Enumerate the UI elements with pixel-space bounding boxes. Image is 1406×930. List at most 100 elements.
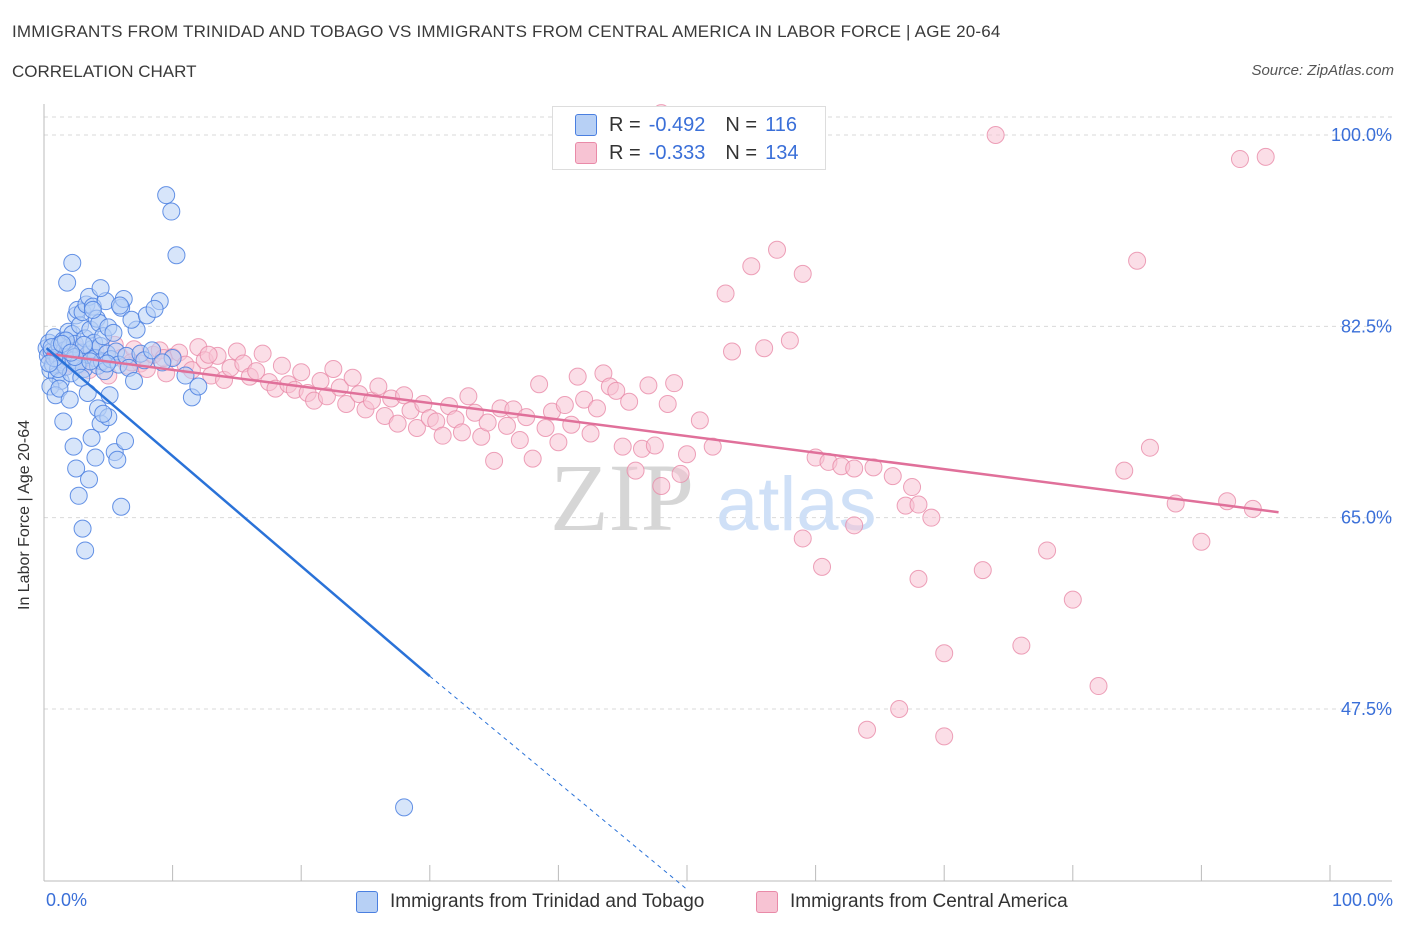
series-central-america [41,104,1275,746]
y-axis-label: In Labor Force | Age 20-64 [16,419,33,610]
data-point-central-america [1230,150,1249,169]
data-point-central-america [536,419,555,438]
data-point-central-america [671,464,690,483]
bottom-legend-swatch-pink [756,891,778,913]
legend-r-value: -0.333 [648,141,706,164]
data-point-central-america [510,431,529,450]
series-trinidad-tobago [37,186,414,817]
data-point-central-america [690,411,709,430]
data-point-central-america [1192,532,1211,551]
data-point-trinidad-tobago [80,470,99,489]
data-point-central-america [1063,590,1082,609]
data-point-trinidad-tobago [110,296,129,315]
legend-r-value: -0.492 [648,113,706,136]
legend-r-label: R = [609,141,641,164]
data-point-central-america [845,459,864,478]
y-tick-label: 65.0% [1341,508,1392,528]
data-point-trinidad-tobago [104,323,123,342]
data-point-central-america [587,399,606,418]
data-point-trinidad-tobago [98,354,117,373]
x-tick-label-max: 100.0% [1331,890,1393,910]
data-point-central-america [922,508,941,527]
data-point-central-america [575,390,594,409]
data-point-trinidad-tobago [50,379,69,398]
legend-row-central-america: R = -0.333 N = 134 [575,141,798,165]
data-point-central-america [343,368,362,387]
data-point-central-america [639,376,658,395]
data-point-central-america [1140,438,1159,457]
data-point-central-america [883,467,902,486]
data-point-central-america [909,569,928,588]
data-point-central-america [768,240,787,259]
data-point-central-america [620,392,639,411]
data-point-central-america [973,561,992,580]
x-ticks [172,865,1331,881]
data-point-central-america [716,284,735,303]
data-point-trinidad-tobago [67,459,86,478]
data-point-trinidad-tobago [91,279,110,298]
data-point-central-america [607,381,626,400]
data-point-central-america [530,375,549,394]
data-point-trinidad-tobago [81,352,100,371]
data-point-central-america [253,344,272,363]
bottom-legend-swatch-blue [356,891,378,913]
data-point-central-america [845,516,864,535]
data-point-central-america [613,437,632,456]
data-point-trinidad-tobago [153,353,172,372]
data-point-central-america [562,415,581,434]
data-point-trinidad-tobago [69,486,88,505]
data-point-central-america [723,342,742,361]
data-point-central-america [324,359,343,378]
data-point-trinidad-tobago [395,798,414,817]
gridlines [44,116,1392,710]
data-point-central-america [626,461,645,480]
bottom-legend-trinidad: Immigrants from Trinidad and Tobago [356,890,704,914]
data-point-central-america [581,424,600,443]
data-point-central-america [433,426,452,445]
data-point-central-america [568,367,587,386]
data-point-central-america [665,374,684,393]
trend-line-central-america [46,352,1279,514]
data-point-trinidad-tobago [122,310,141,329]
trend-lines [45,347,1279,890]
data-point-central-america [369,377,388,396]
data-point-trinidad-tobago [162,202,181,221]
data-point-central-america [813,557,832,576]
legend-r-label: R = [609,113,641,136]
data-point-central-america [1115,461,1134,480]
data-point-central-america [652,476,671,495]
data-point-trinidad-tobago [54,412,73,431]
data-point-trinidad-tobago [167,246,186,265]
data-point-central-america [658,394,677,413]
data-point-trinidad-tobago [58,273,77,292]
y-tick-label: 100.0% [1331,125,1392,145]
y-tick-labels: 100.0% 82.5% 65.0% 47.5% [1331,125,1392,719]
legend-swatch-pink [575,142,597,164]
legend-n-value: 116 [765,113,797,136]
data-point-central-america [780,331,799,350]
data-point-central-america [909,495,928,514]
data-point-central-america [1012,636,1031,655]
bottom-legend-central-america: Immigrants from Central America [756,890,1068,914]
data-point-trinidad-tobago [63,253,82,272]
data-point-central-america [890,700,909,718]
data-point-central-america [452,423,471,442]
data-point-trinidad-tobago [82,428,101,447]
trend-line-trinidad-tobago-extension [429,675,688,890]
data-point-central-america [337,394,356,413]
data-point-trinidad-tobago [189,377,208,396]
watermark-zip: ZIP [550,444,694,551]
data-point-trinidad-tobago [40,354,59,373]
data-point-trinidad-tobago [73,519,92,538]
data-point-trinidad-tobago [108,450,127,469]
data-point-central-america [497,416,516,435]
data-point-central-america [459,387,478,406]
data-point-trinidad-tobago [64,437,83,456]
data-point-central-america [1089,677,1108,696]
bottom-legend-label-trinidad: Immigrants from Trinidad and Tobago [390,891,705,912]
data-point-central-america [549,433,568,452]
legend-swatch-blue [575,114,597,136]
data-point-central-america [903,478,922,497]
data-point-central-america [272,356,291,375]
data-point-trinidad-tobago [60,390,79,409]
